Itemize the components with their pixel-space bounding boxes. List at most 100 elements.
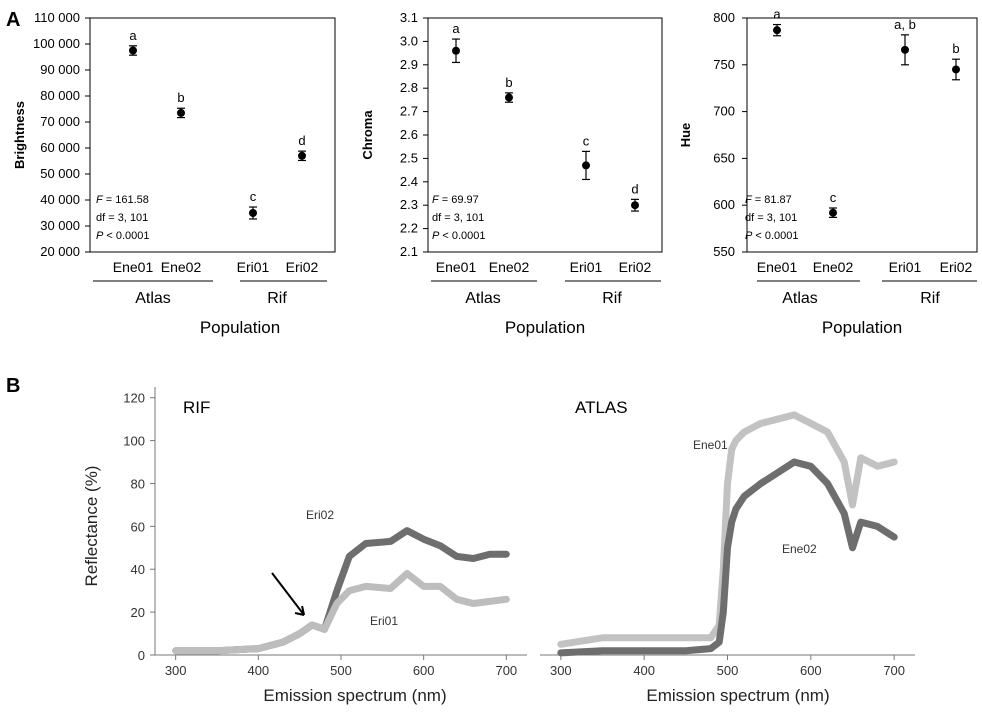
y-tick-label: 20 (131, 605, 145, 620)
mean-point (582, 161, 590, 170)
y-tick-label: 2.7 (400, 104, 418, 119)
y-tick-label: 2.3 (400, 197, 418, 212)
df-statistic: df = 3, 101 (96, 212, 148, 224)
arrow-shaft (271, 572, 305, 616)
mean-point (452, 46, 460, 55)
y-axis-label: Brightness (12, 101, 27, 169)
y-tick-label: 550 (713, 244, 735, 259)
p-symbol: P (745, 230, 753, 242)
p-symbol: P (432, 230, 440, 242)
category-label: Ene02 (161, 259, 202, 275)
f-statistic: F = 81.87 (745, 194, 792, 206)
y-tick-label: 750 (713, 57, 735, 72)
p-value: P < 0.0001 (432, 230, 486, 242)
y-tick-label: 2.4 (400, 174, 418, 189)
f-symbol: F (745, 194, 753, 206)
y-tick-label: 70 000 (40, 114, 80, 129)
mean-point (773, 26, 781, 35)
y-tick-label: 2.1 (400, 244, 418, 259)
group-label: Rif (602, 290, 622, 307)
series-line-eri02 (172, 527, 510, 655)
chart-title: RIF (183, 398, 210, 417)
x-axis-label: Emission spectrum (nm) (646, 686, 829, 705)
significance-letter: b (952, 41, 959, 56)
p-value: P < 0.0001 (745, 230, 799, 242)
mean-point (901, 45, 909, 54)
y-axis-label: Reflectance (%) (82, 466, 101, 587)
mean-point (129, 46, 137, 55)
category-label: Eri02 (940, 259, 973, 275)
y-axis-label: Chroma (360, 110, 375, 160)
y-tick-label: 650 (713, 150, 735, 165)
category-label: Ene02 (489, 259, 530, 275)
y-tick-label: 50 000 (40, 166, 80, 181)
mean-point (631, 201, 639, 210)
y-tick-label: 80 (131, 476, 145, 491)
category-label: Eri01 (889, 259, 922, 275)
significance-letter: c (250, 189, 257, 204)
y-tick-label: 2.6 (400, 127, 418, 142)
p-symbol: P (96, 230, 104, 242)
x-axis-label: Emission spectrum (nm) (263, 686, 446, 705)
panel-b: 300 400 500 600 700 Emission spectrum (nm) 0 20… (82, 387, 915, 705)
panel-a: 20 000 30 000 40 000 50 000 60 000 70 000 80 0… (12, 7, 978, 337)
f-statistic: F = 161.58 (96, 194, 149, 206)
series-label-ene01: Ene01 (693, 438, 728, 452)
y-tick-label: 600 (713, 197, 735, 212)
plot-frame (89, 17, 336, 253)
f-symbol: F (432, 194, 440, 206)
significance-letter: a (452, 21, 460, 36)
x-tick-label: 300 (165, 663, 187, 678)
group-label: Atlas (465, 290, 501, 307)
mean-point (298, 151, 306, 160)
x-axis-label: Population (200, 318, 280, 337)
group-label: Rif (920, 290, 940, 307)
y-tick-label: 100 000 (33, 36, 80, 51)
category-label: Eri02 (286, 259, 319, 275)
mean-point (829, 208, 837, 217)
dot-chart-chroma: 2.1 2.2 2.3 2.4 2.5 2.6 2.7 2.8 2.9 3.0 3.1 Chroma a… (360, 10, 663, 337)
x-axis-label: Population (822, 318, 902, 337)
significance-letter: b (177, 90, 184, 105)
category-label: Ene02 (813, 259, 854, 275)
x-tick-label: 600 (413, 663, 435, 678)
x-tick-label: 600 (800, 663, 822, 678)
y-tick-label: 120 (123, 391, 145, 406)
chart-title: ATLAS (575, 398, 628, 417)
x-tick-label: 400 (633, 663, 655, 678)
significance-letter: c (583, 133, 590, 148)
x-axis-label: Population (505, 318, 585, 337)
y-tick-label: 2.5 (400, 150, 418, 165)
y-tick-label: 40 (131, 562, 145, 577)
arrow-head (294, 605, 306, 616)
significance-letter: a (129, 28, 137, 43)
y-tick-label: 2.2 (400, 221, 418, 236)
series-line-ene02 (557, 458, 898, 657)
y-tick-label: 3.0 (400, 33, 418, 48)
category-label: Eri01 (570, 259, 603, 275)
df-statistic: df = 3, 101 (745, 212, 797, 224)
series-line-ene01 (557, 411, 898, 648)
plot-frame (746, 17, 978, 253)
group-label: Atlas (135, 290, 171, 307)
significance-letter: d (298, 133, 305, 148)
x-tick-label: 400 (247, 663, 269, 678)
y-tick-label: 2.8 (400, 80, 418, 95)
x-tick-label: 700 (883, 663, 905, 678)
f-statistic: F = 69.97 (432, 194, 479, 206)
y-tick-label: 3.1 (400, 10, 418, 25)
y-tick-label: 20 000 (40, 244, 80, 259)
y-axis-label: Hue (678, 123, 693, 148)
y-tick-label: 60 (131, 519, 145, 534)
series-label-eri01: Eri01 (370, 614, 398, 628)
df-statistic: df = 3, 101 (432, 212, 484, 224)
y-tick-label: 80 000 (40, 88, 80, 103)
category-label: Eri02 (619, 259, 652, 275)
group-label: Atlas (782, 290, 818, 307)
series-label-eri02: Eri02 (306, 508, 334, 522)
x-tick-label: 700 (495, 663, 517, 678)
significance-letter: a (773, 7, 781, 22)
x-tick-label: 500 (330, 663, 352, 678)
significance-letter: c (830, 190, 837, 205)
